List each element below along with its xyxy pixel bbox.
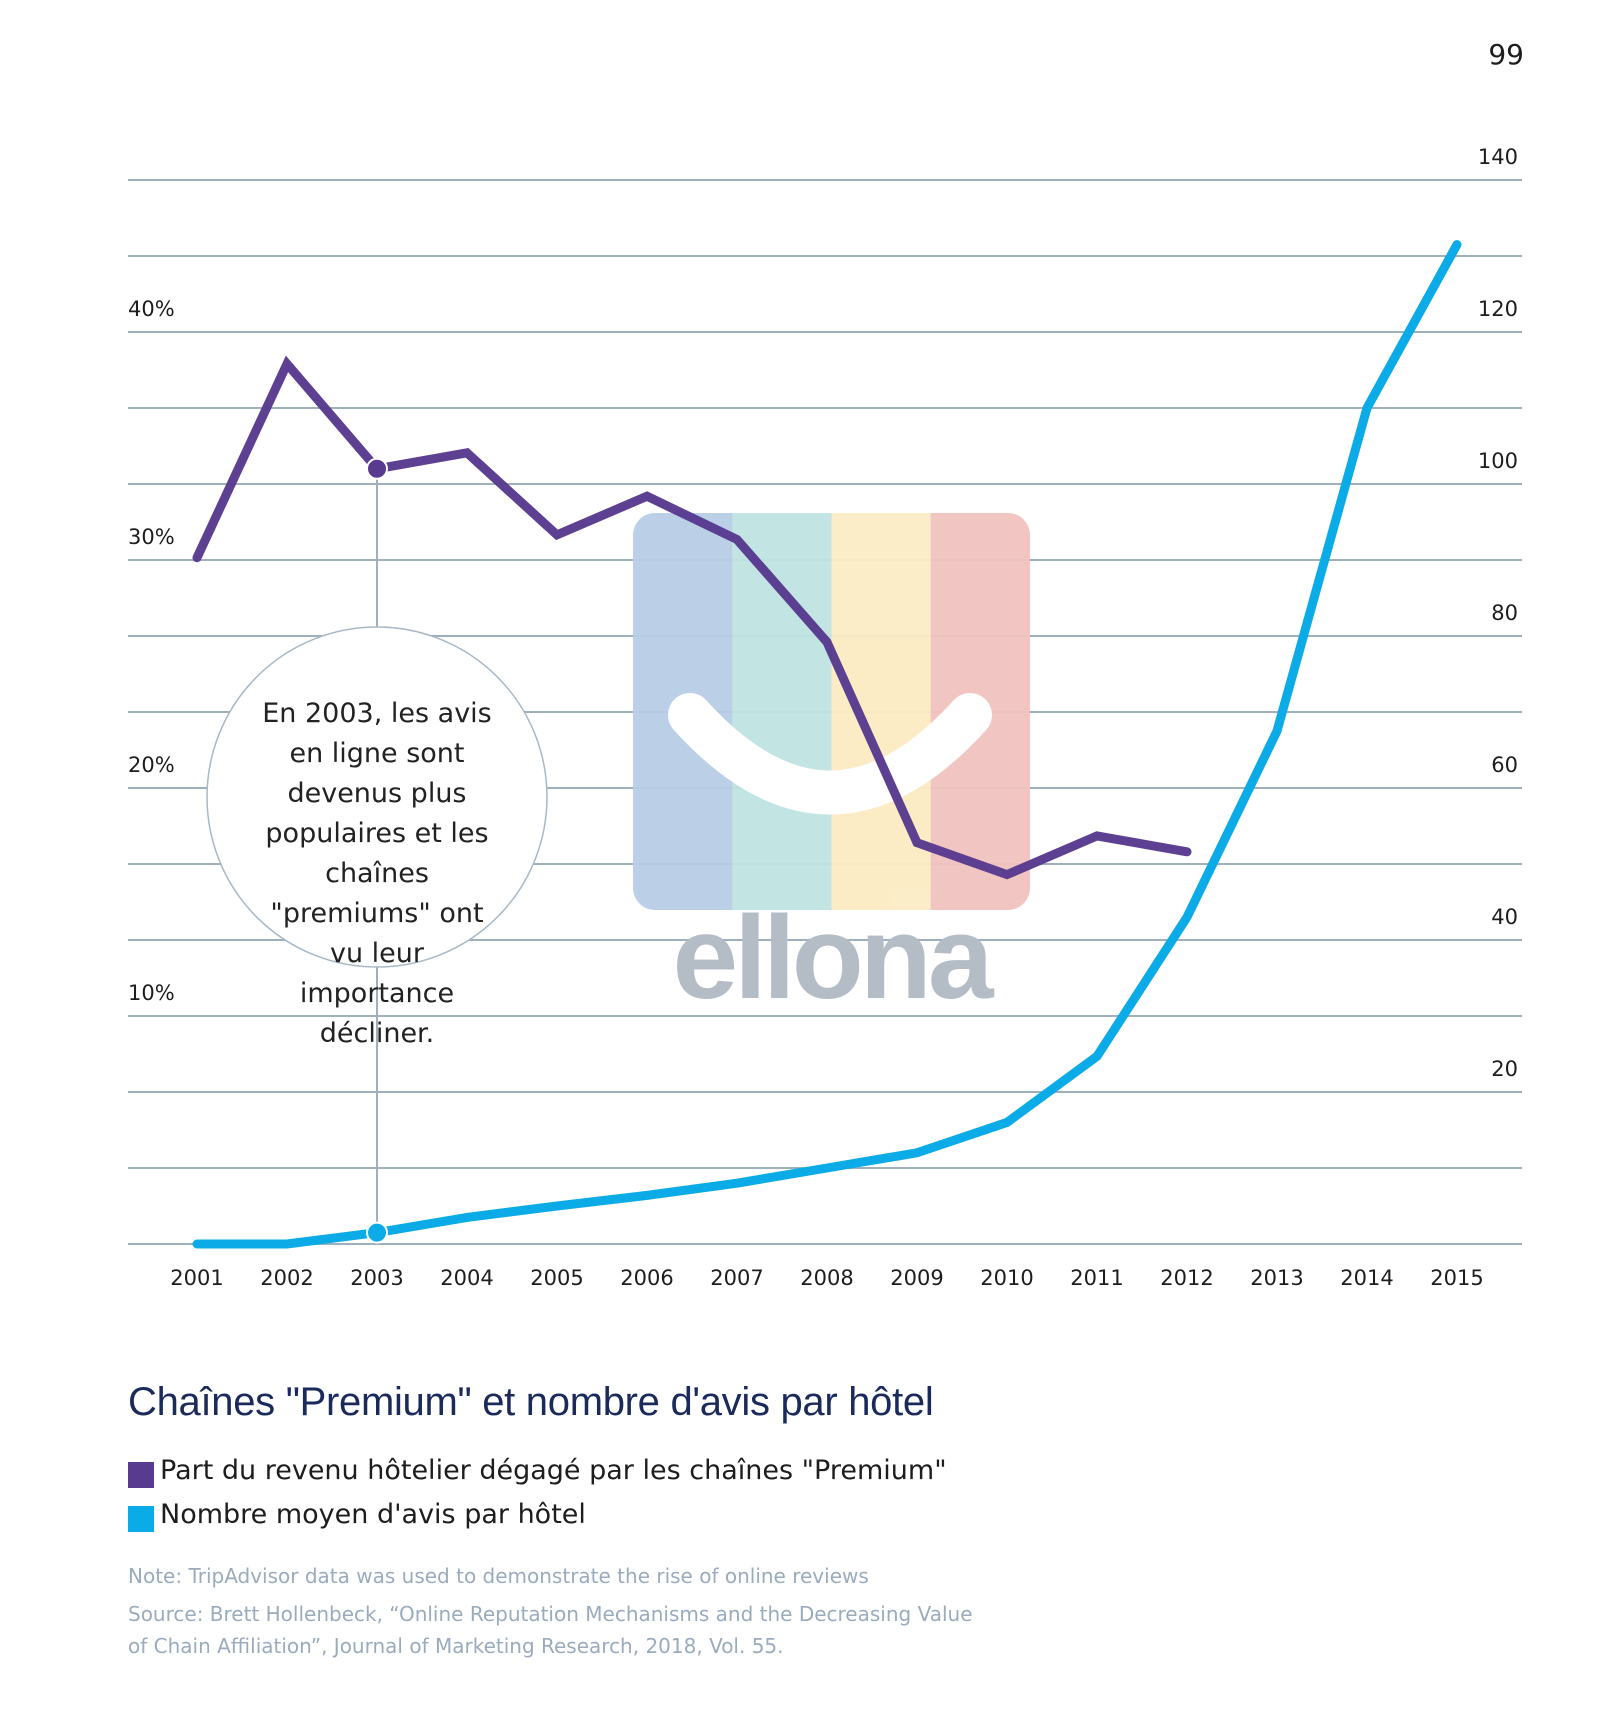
x-tick-label: 2006 [620, 1266, 673, 1290]
marker-reviews-2003 [366, 1221, 388, 1244]
x-tick-label: 2013 [1250, 1266, 1303, 1290]
annotation-text-line: En 2003, les avis [262, 698, 492, 729]
source-text-line-2: of Chain Affiliation”, Journal of Market… [128, 1634, 784, 1658]
x-tick-label: 2010 [980, 1266, 1033, 1290]
annotation-2003: En 2003, les avis en ligne sont devenus pl… [206, 468, 548, 1233]
right-tick-label: 40 [1491, 905, 1518, 929]
x-tick-label: 2011 [1070, 1266, 1123, 1290]
left-tick-label: 40% [128, 297, 175, 321]
annotation-text-line: décliner. [320, 1018, 435, 1049]
x-tick-label: 2009 [890, 1266, 943, 1290]
legend-label: Nombre moyen d'avis par hôtel [160, 1498, 586, 1530]
left-tick-label: 30% [128, 525, 175, 549]
series-line-premium-share [192, 355, 1192, 880]
legend-item-premium-share: Part du revenu hôtelier dégagé par les c… [128, 1448, 947, 1492]
x-tick-label: 2015 [1430, 1266, 1483, 1290]
logo-stripe [732, 513, 833, 910]
annotation-text-line: en ligne sont [289, 738, 464, 769]
dual-axis-line-chart: ellona En 2003, les avis en ligne sont dev… [128, 145, 1522, 1290]
annotation-bubble [206, 626, 548, 968]
x-tick-label: 2012 [1160, 1266, 1213, 1290]
logo-stripes [633, 513, 1030, 910]
annotation-text-line: chaînes [325, 858, 429, 889]
legend-swatch-purple [128, 1462, 154, 1488]
legend-item-reviews-per-hotel: Nombre moyen d'avis par hôtel [128, 1492, 947, 1536]
x-tick-label: 2007 [710, 1266, 763, 1290]
x-tick-label: 2002 [260, 1266, 313, 1290]
right-tick-label: 20 [1491, 1057, 1518, 1081]
x-tick-label: 2014 [1340, 1266, 1393, 1290]
smile-logo-icon [668, 693, 992, 815]
annotation-text-line: devenus plus [287, 778, 466, 809]
x-tick-label: 2001 [170, 1266, 223, 1290]
logo-wordmark: ellona [673, 892, 995, 1024]
right-tick-label: 80 [1491, 601, 1518, 625]
series-lines [192, 240, 1462, 1249]
note-text: Note: TripAdvisor data was used to demon… [128, 1564, 869, 1588]
legend: Part du revenu hôtelier dégagé par les c… [128, 1448, 947, 1536]
legend-label: Part du revenu hôtelier dégagé par les c… [160, 1454, 947, 1486]
annotation-text-line: populaires et les [265, 818, 488, 849]
annotation-text-line: importance [300, 978, 454, 1009]
annotation-markers [366, 457, 388, 1244]
x-tick-label: 2005 [530, 1266, 583, 1290]
marker-premium-2003 [366, 457, 388, 480]
x-tick-label: 2008 [800, 1266, 853, 1290]
right-axis: 20 40 60 80 100 120 140 [1478, 145, 1518, 1081]
right-tick-label: 140 [1478, 145, 1518, 169]
right-tick-label: 60 [1491, 753, 1518, 777]
logo-stripe [831, 513, 932, 910]
left-tick-label: 20% [128, 753, 175, 777]
right-tick-label: 120 [1478, 297, 1518, 321]
chart-title: Chaînes "Premium" et nombre d'avis par h… [128, 1380, 934, 1424]
x-axis: 2001 2002 2003 2004 2005 2006 2007 2008 2009 2010… [170, 1266, 1483, 1290]
right-tick-label: 100 [1478, 449, 1518, 473]
ellona-watermark: ellona [633, 513, 1030, 1024]
page-number: 99 [1488, 38, 1524, 71]
x-tick-label: 2003 [350, 1266, 403, 1290]
legend-swatch-blue [128, 1506, 154, 1532]
annotation-text-line: "premiums" ont [270, 898, 483, 929]
left-tick-label: 10% [128, 981, 175, 1005]
source-text-line-1: Source: Brett Hollenbeck, “Online Reputa… [128, 1602, 973, 1626]
annotation-text-line: vu leur [330, 938, 425, 969]
left-axis: 10% 20% 30% 40% [128, 297, 175, 1005]
footnotes: Note: TripAdvisor data was used to demon… [128, 1560, 973, 1662]
x-tick-label: 2004 [440, 1266, 493, 1290]
